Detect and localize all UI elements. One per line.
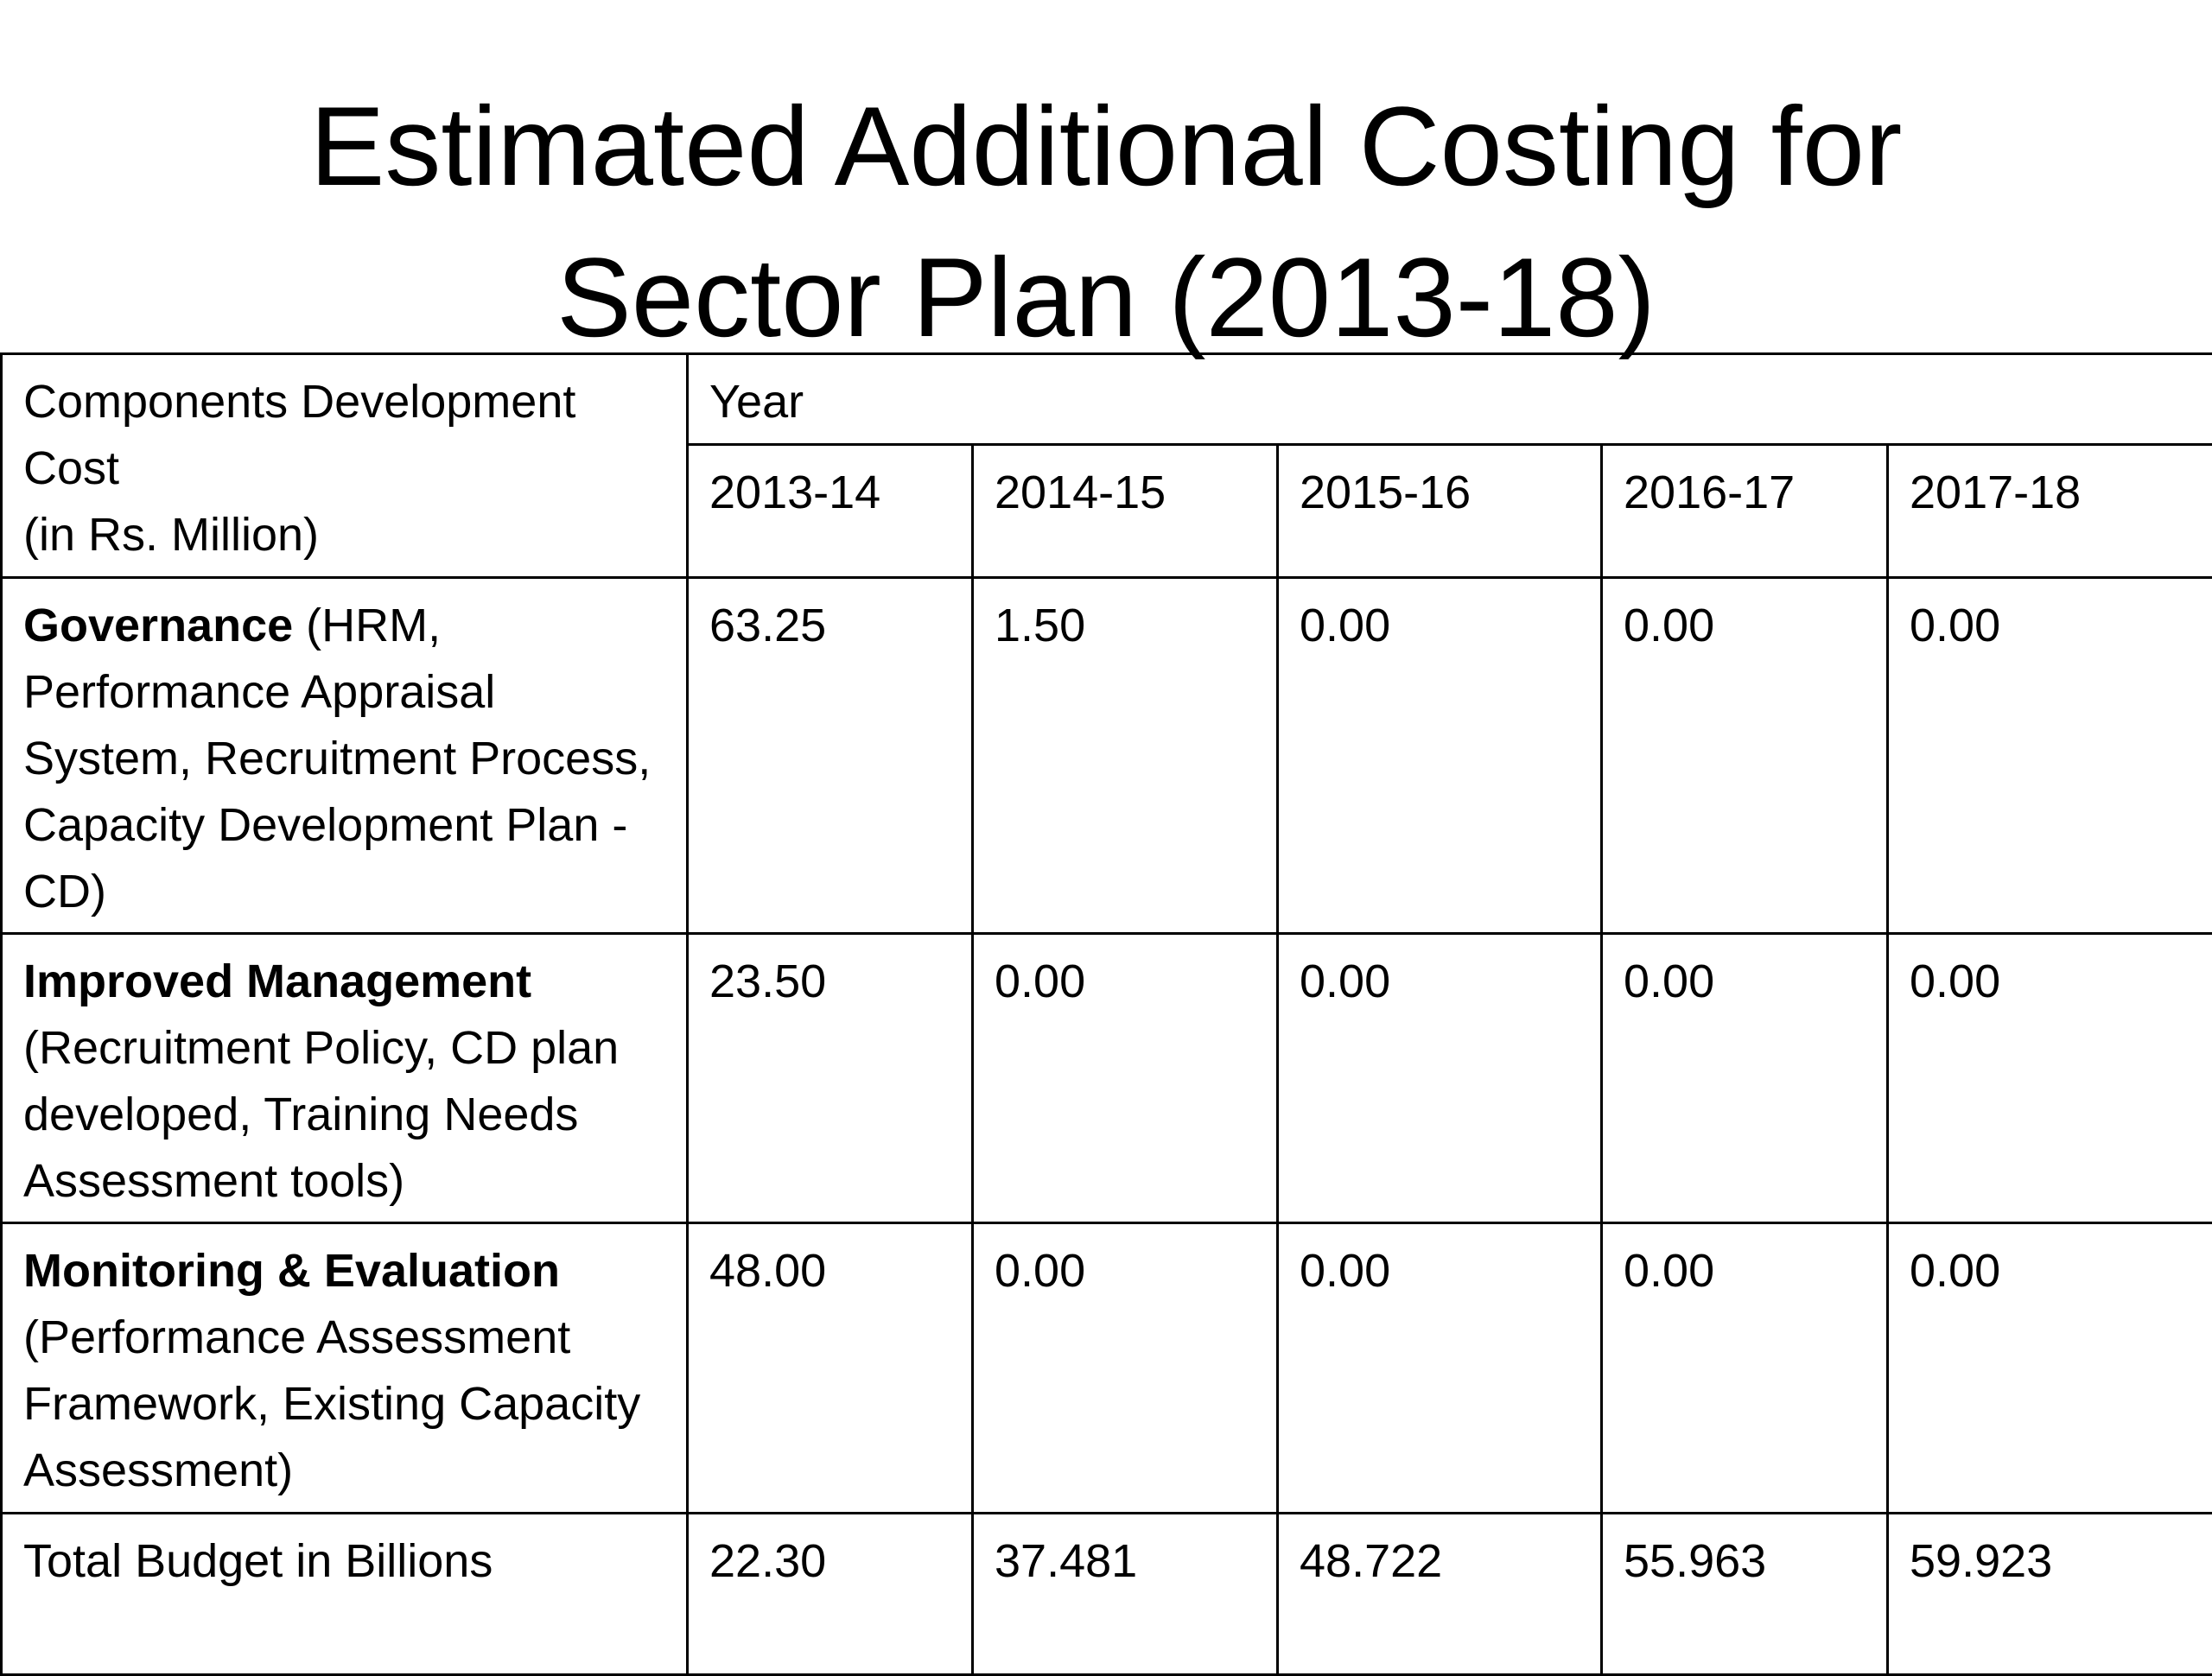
- total-value: 37.481: [973, 1514, 1278, 1675]
- table-row-improved-management: Improved Management (Recruitment Policy, …: [2, 934, 2212, 1223]
- value-cell: 0.00: [973, 1223, 1278, 1514]
- slide-title: Estimated Additional Costing for Sector …: [0, 71, 2212, 373]
- component-cell-improved-management: Improved Management (Recruitment Policy, …: [2, 934, 688, 1223]
- component-name: Governance: [23, 600, 293, 651]
- value-cell: 0.00: [1888, 578, 2212, 934]
- value-cell: 0.00: [1888, 934, 2212, 1223]
- year-2017-18: 2017-18: [1888, 445, 2212, 578]
- value-cell: 0.00: [973, 934, 1278, 1223]
- value-cell: 0.00: [1602, 934, 1888, 1223]
- component-name: Improved Management: [23, 955, 531, 1007]
- components-header-line-1: Components Development: [23, 369, 665, 435]
- year-2013-14: 2013-14: [688, 445, 973, 578]
- table-row-monitoring-evaluation: Monitoring & Evaluation (Performance Asse…: [2, 1223, 2212, 1514]
- value-cell: 0.00: [1602, 1223, 1888, 1514]
- components-header-line-3: (in Rs. Million): [23, 502, 665, 568]
- components-header: Components Development Cost (in Rs. Mill…: [2, 354, 688, 578]
- year-2016-17: 2016-17: [1602, 445, 1888, 578]
- value-cell: 0.00: [1278, 1223, 1602, 1514]
- total-value: 48.722: [1278, 1514, 1602, 1675]
- component-detail: (Recruitment Policy, CD plan developed, …: [23, 1022, 619, 1207]
- costing-table: Components Development Cost (in Rs. Mill…: [0, 352, 2212, 1676]
- header-row: Components Development Cost (in Rs. Mill…: [2, 354, 2212, 445]
- year-header: Year: [688, 354, 2212, 445]
- title-line-1: Estimated Additional Costing for: [0, 71, 2212, 222]
- component-cell-monitoring-evaluation: Monitoring & Evaluation (Performance Asse…: [2, 1223, 688, 1514]
- value-cell: 0.00: [1602, 578, 1888, 934]
- year-2015-16: 2015-16: [1278, 445, 1602, 578]
- value-cell: 1.50: [973, 578, 1278, 934]
- value-cell: 23.50: [688, 934, 973, 1223]
- total-value: 55.963: [1602, 1514, 1888, 1675]
- component-cell-governance: Governance (HRM, Performance Appraisal S…: [2, 578, 688, 934]
- value-cell: 63.25: [688, 578, 973, 934]
- components-header-line-2: Cost: [23, 435, 665, 502]
- table-row-governance: Governance (HRM, Performance Appraisal S…: [2, 578, 2212, 934]
- component-detail: (Performance Assessment Framework, Exist…: [23, 1311, 640, 1496]
- year-2014-15: 2014-15: [973, 445, 1278, 578]
- total-value: 59.923: [1888, 1514, 2212, 1675]
- value-cell: 0.00: [1888, 1223, 2212, 1514]
- value-cell: 0.00: [1278, 578, 1602, 934]
- value-cell: 48.00: [688, 1223, 973, 1514]
- total-label: Total Budget in Billions: [2, 1514, 688, 1675]
- table-row-total: Total Budget in Billions 22.30 37.481 48…: [2, 1514, 2212, 1675]
- title-line-2: Sector Plan (2013-18): [0, 222, 2212, 373]
- value-cell: 0.00: [1278, 934, 1602, 1223]
- total-value: 22.30: [688, 1514, 973, 1675]
- component-name: Monitoring & Evaluation: [23, 1245, 560, 1297]
